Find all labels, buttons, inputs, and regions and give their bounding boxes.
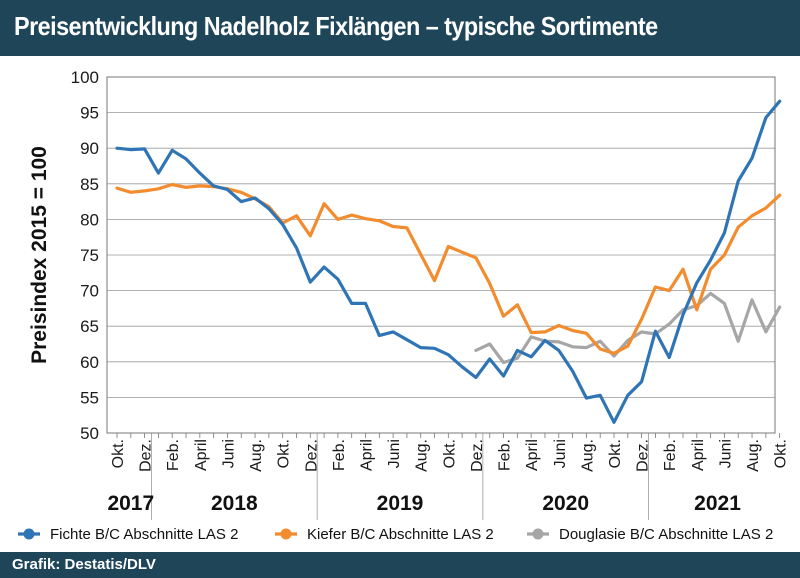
legend-label: Douglasie B/C Abschnitte LAS 2 (559, 526, 773, 543)
y-tick-label: 70 (80, 282, 99, 301)
y-tick-label: 90 (80, 139, 99, 158)
x-tick-label: Dez. (635, 439, 652, 472)
x-tick-label: Juni (386, 439, 403, 468)
x-tick-label: Juni (717, 439, 734, 468)
x-tick-label: April (358, 439, 375, 471)
x-tick-label: Feb. (662, 439, 679, 471)
plot-frame (106, 76, 776, 434)
x-tick-label: Dez. (138, 439, 155, 472)
y-tick-label: 55 (80, 388, 99, 407)
y-tick-label: 85 (80, 175, 99, 194)
x-tick-label: Feb. (165, 439, 182, 471)
x-tick-label: Dez. (469, 439, 486, 472)
x-tick-label: Okt. (276, 439, 293, 468)
y-tick-label: 50 (80, 424, 99, 443)
x-tick-label: Okt. (110, 439, 127, 468)
x-tick-label: Okt. (773, 439, 790, 468)
x-tick-label: Aug. (414, 439, 431, 472)
legend: Fichte B/C Abschnitte LAS 2 Kiefer B/C Ab… (18, 526, 773, 543)
x-tick-label: Juni (220, 439, 237, 468)
legend-swatch-dot (23, 528, 35, 540)
y-tick-label: 65 (80, 317, 99, 336)
x-tick-label: Dez. (303, 439, 320, 472)
y-tick-label: 80 (80, 210, 99, 229)
x-tick-label: April (193, 439, 210, 471)
series-line-fichte (115, 99, 782, 424)
x-tick-label: Aug. (745, 439, 762, 472)
x-axis-ticks: Okt. Dez. Feb. April Juni Aug. Okt. Dez. Feb. Apr… (110, 439, 790, 472)
year-label: 2019 (377, 492, 424, 515)
y-tick-label: 95 (80, 104, 99, 123)
legend-label: Kiefer B/C Abschnitte LAS 2 (307, 526, 494, 543)
legend-swatch-dot (280, 528, 292, 540)
x-tick-label: Okt. (607, 439, 624, 468)
year-label: 2021 (694, 492, 741, 515)
x-tick-label: Aug. (248, 439, 265, 472)
y-tick-label: 75 (80, 246, 99, 265)
y-axis-label: Preisindex 2015 = 100 (28, 146, 51, 364)
y-tick-label: 60 (80, 353, 99, 372)
legend-label: Fichte B/C Abschnitte LAS 2 (50, 526, 238, 543)
x-tick-label: Feb. (331, 439, 348, 471)
x-tick-label: Aug. (579, 439, 596, 472)
series-lines (115, 99, 782, 424)
footer-bar: Grafik: Destatis/DLV (0, 552, 800, 578)
title-bar: Preisentwicklung Nadelholz Fixlängen – t… (0, 0, 800, 56)
year-label: 2017 (107, 492, 154, 515)
x-tick-label: Feb. (497, 439, 514, 471)
source-credit: Grafik: Destatis/DLV (12, 556, 156, 573)
series-line-douglasie (474, 291, 782, 365)
year-label: 2020 (542, 492, 589, 515)
x-tick-label: April (524, 439, 541, 471)
y-tick-label: 100 (71, 68, 99, 87)
y-axis-ticks: 50 55 60 65 70 75 80 85 90 95 100 (71, 68, 99, 443)
x-tick-label: Okt. (441, 439, 458, 468)
year-labels: 2017 2018 2019 2020 2021 (107, 492, 741, 515)
x-tick-label: Juni (552, 439, 569, 468)
x-tick-label: April (690, 439, 707, 471)
chart-title: Preisentwicklung Nadelholz Fixlängen – t… (14, 11, 658, 41)
legend-swatch-dot (532, 528, 544, 540)
line-chart: 50 55 60 65 70 75 80 85 90 95 100 Okt. Dez. Feb. Apri… (18, 68, 790, 543)
year-label: 2018 (211, 492, 258, 515)
